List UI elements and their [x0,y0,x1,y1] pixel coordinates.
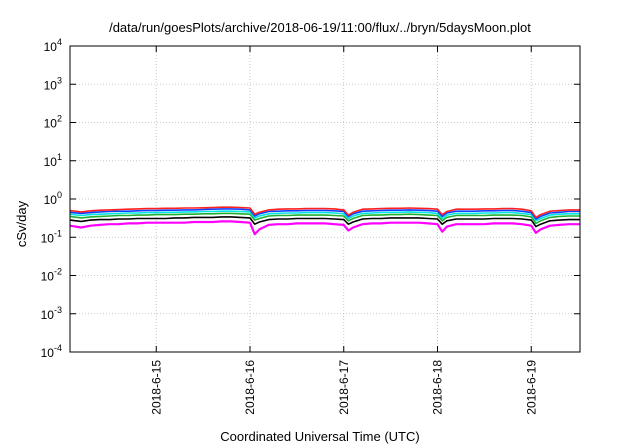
x-tick-label: 2018-6-18 [431,360,445,415]
x-tick-label: 2018-6-15 [149,360,163,415]
chart-title: /data/run/goesPlots/archive/2018-06-19/1… [109,20,531,35]
axis-ticks: 10-410-310-210-11001011021031042018-6-15… [41,37,580,415]
x-tick-label: 2018-6-16 [243,360,257,415]
series-line [69,210,580,222]
y-tick-label: 103 [44,75,62,92]
series-line [69,208,580,220]
series-line [69,220,580,236]
y-axis-label-text: cSv/day [14,200,29,248]
series-layer [69,206,580,236]
series-line [69,206,580,219]
series-line [69,216,580,228]
grid-lines [70,46,580,352]
y-tick-label: 10-4 [41,343,62,360]
y-tick-label: 104 [44,37,62,54]
x-tick-label: 2018-6-19 [524,360,538,415]
y-tick-label: 10-2 [41,267,62,284]
y-tick-label: 100 [44,190,62,207]
y-tick-label: 101 [44,152,62,169]
y-tick-label: 102 [44,114,62,131]
y-tick-label: 10-3 [41,305,62,322]
y-axis-label: cSv/day [14,201,60,247]
x-tick-label: 2018-6-17 [337,360,351,415]
series-line [69,212,580,225]
x-axis-label: Coordinated Universal Time (UTC) [220,429,420,444]
